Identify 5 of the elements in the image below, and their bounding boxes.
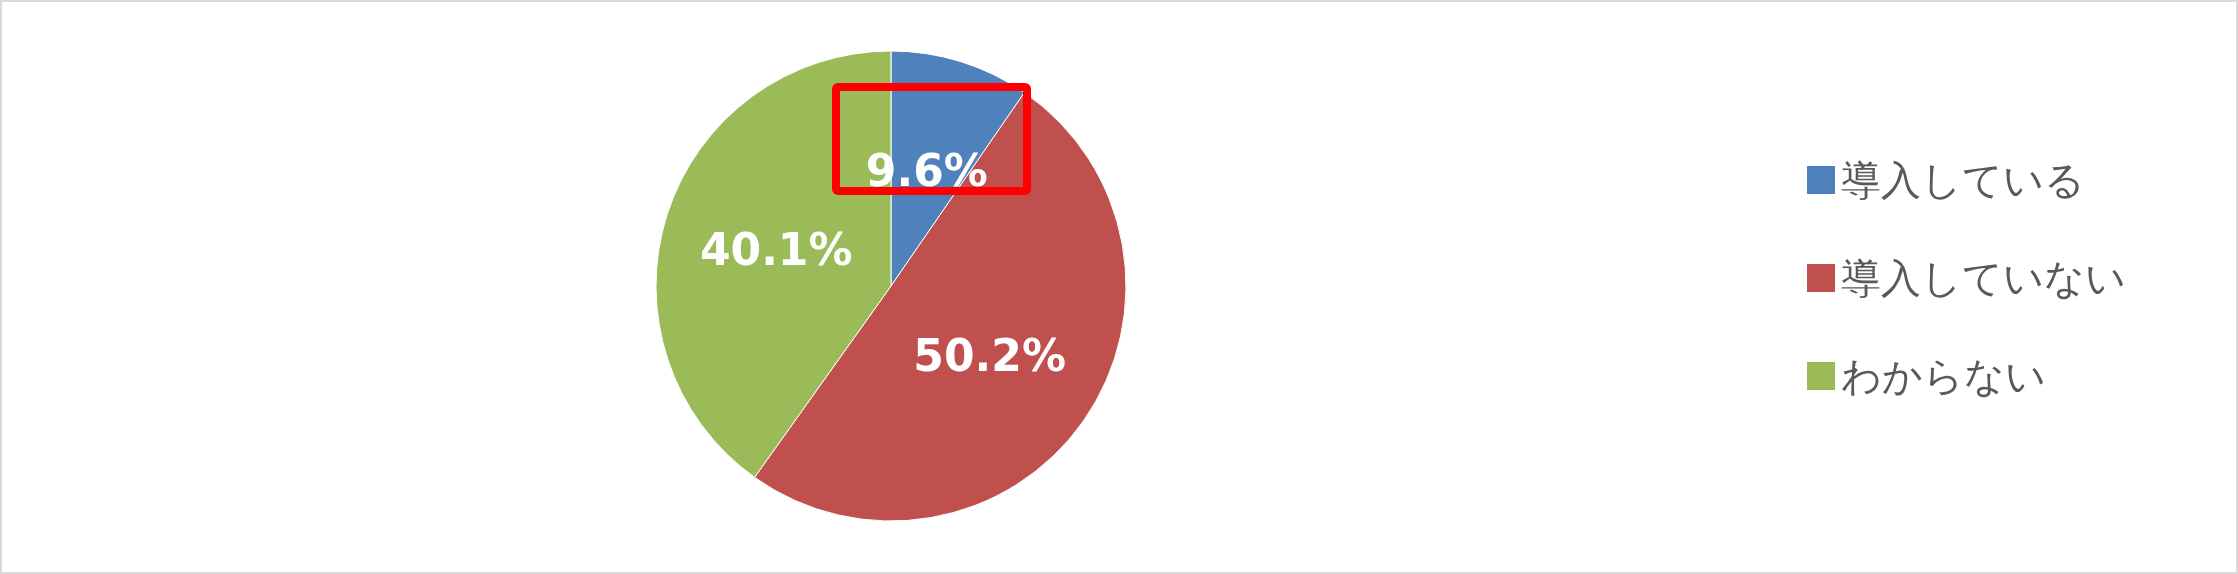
data-label: 40.1% (699, 223, 853, 275)
data-label: 50.2% (913, 329, 1066, 381)
legend-label: わからない (1841, 353, 2046, 399)
legend-label: 導入していない (1841, 255, 2126, 301)
legend-label: 導入している (1841, 157, 2085, 203)
